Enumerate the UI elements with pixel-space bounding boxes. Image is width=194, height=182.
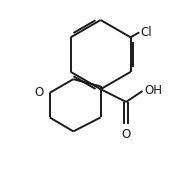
Text: O: O [121, 128, 131, 141]
Text: Cl: Cl [140, 26, 152, 39]
Text: O: O [34, 86, 43, 99]
Text: OH: OH [144, 84, 162, 98]
